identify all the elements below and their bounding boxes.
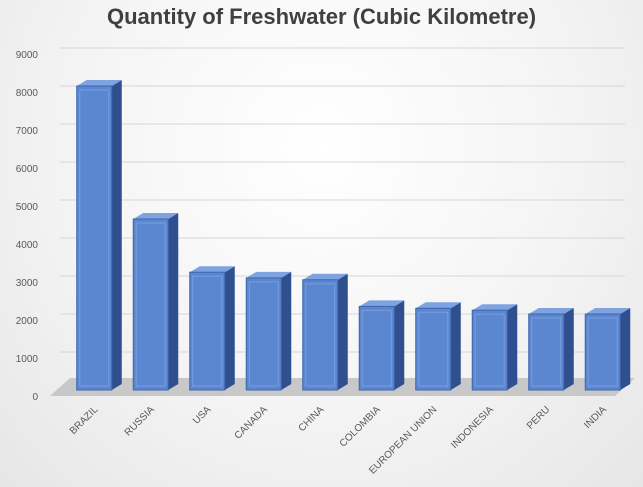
bar-side — [281, 271, 292, 390]
bars — [76, 80, 631, 391]
bar-bevel — [531, 317, 562, 387]
bar-front — [245, 277, 282, 391]
bar-bevel — [135, 222, 166, 387]
x-category-label: BRAZIL — [68, 404, 101, 437]
bar-front — [358, 305, 395, 391]
bar-front — [302, 279, 339, 391]
bar-side — [168, 213, 179, 390]
y-tick-label: 1000 — [16, 354, 39, 365]
bar — [528, 308, 574, 391]
bar — [471, 304, 518, 391]
bar-side — [507, 304, 518, 390]
bar-top — [246, 271, 292, 278]
bar-side — [111, 80, 122, 390]
x-category-label: INDONESIA — [449, 404, 496, 451]
bar-side — [224, 266, 235, 390]
bar — [302, 273, 348, 391]
x-category-label: USA — [191, 404, 214, 427]
chart-title: Quantity of Freshwater (Cubic Kilometre) — [106, 4, 537, 29]
y-tick-label: 2000 — [16, 316, 39, 327]
bar-top — [528, 308, 574, 314]
bar — [358, 300, 405, 391]
bar-bevel — [587, 317, 618, 387]
bar-front — [132, 218, 169, 391]
bar — [132, 213, 179, 391]
bar-front — [76, 85, 113, 391]
x-category-label: INDIA — [582, 404, 609, 431]
bar-bevel — [474, 313, 505, 387]
bar-front — [471, 309, 508, 391]
bar-side — [394, 300, 405, 390]
x-axis-labels: BRAZIL RUSSIA USA CANADA CHINA COLOMBIAEUROPE… — [68, 404, 609, 477]
bar-front — [584, 313, 621, 391]
x-category-label: CANADA — [233, 404, 270, 441]
y-tick-label: 8000 — [16, 88, 39, 99]
y-axis-ticks: 0 1000 2000 3000 4000 5000 6000 7000 8000 9000 — [16, 50, 39, 403]
bar-side — [620, 308, 631, 390]
y-tick-label: 3000 — [16, 278, 39, 289]
bar-bevel — [79, 89, 110, 387]
bar-top — [189, 266, 235, 273]
x-category-label: RUSSIA — [123, 404, 157, 438]
bar-top — [472, 304, 518, 311]
y-tick-label: 6000 — [16, 164, 39, 175]
bar-top — [585, 308, 631, 314]
bar-bevel — [248, 281, 279, 387]
x-category-label: PERU — [525, 404, 552, 431]
bar-top — [76, 80, 122, 86]
bar-top — [415, 302, 461, 309]
y-tick-label: 4000 — [16, 240, 39, 251]
bar-top — [133, 213, 179, 219]
bar-bevel — [305, 283, 336, 387]
bar-side — [563, 308, 574, 390]
bar — [245, 271, 292, 391]
bar-bevel — [418, 311, 449, 387]
x-category-label: COLOMBIA — [338, 404, 383, 449]
bar — [584, 308, 631, 391]
y-tick-label: 9000 — [16, 50, 39, 61]
y-tick-label: 5000 — [16, 202, 39, 213]
bar — [189, 266, 235, 391]
bar-top — [302, 273, 348, 280]
bar-side — [337, 273, 348, 390]
x-category-label: CHINA — [297, 404, 327, 434]
bar — [76, 80, 122, 391]
bar-front — [189, 271, 226, 391]
y-tick-label: 7000 — [16, 126, 39, 137]
bar — [415, 302, 461, 391]
bar-bevel — [192, 275, 223, 387]
bar-front — [415, 307, 452, 391]
bar-top — [359, 300, 405, 307]
bar-front — [528, 313, 565, 391]
bar-side — [450, 302, 461, 390]
y-tick-label: 0 — [32, 392, 38, 403]
bar-bevel — [361, 309, 392, 387]
